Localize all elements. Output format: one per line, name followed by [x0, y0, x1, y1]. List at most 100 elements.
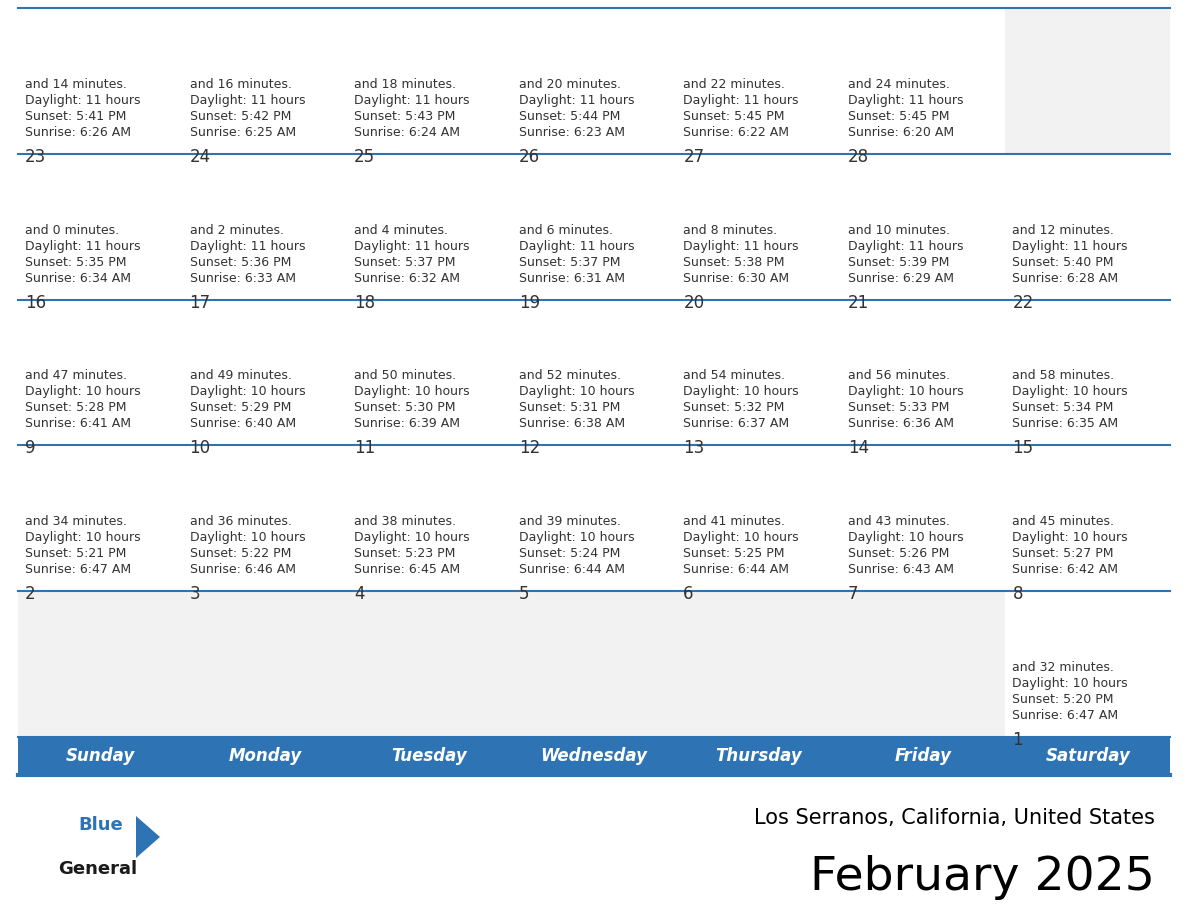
Text: and 56 minutes.: and 56 minutes. [848, 369, 950, 383]
Text: and 24 minutes.: and 24 minutes. [848, 78, 949, 91]
Text: Sunset: 5:23 PM: Sunset: 5:23 PM [354, 547, 455, 560]
Text: 27: 27 [683, 148, 704, 166]
Text: 3: 3 [190, 585, 201, 603]
Text: Los Serranos, California, United States: Los Serranos, California, United States [754, 808, 1155, 828]
Text: and 16 minutes.: and 16 minutes. [190, 78, 291, 91]
Text: and 20 minutes.: and 20 minutes. [519, 78, 620, 91]
Text: 10: 10 [190, 440, 210, 457]
Text: Sunrise: 6:41 AM: Sunrise: 6:41 AM [25, 418, 131, 431]
Text: 18: 18 [354, 294, 375, 311]
Text: 2: 2 [25, 585, 36, 603]
Text: Sunset: 5:30 PM: Sunset: 5:30 PM [354, 401, 456, 414]
Bar [18, 445, 1170, 591]
Text: Sunrise: 6:36 AM: Sunrise: 6:36 AM [848, 418, 954, 431]
Text: Daylight: 11 hours: Daylight: 11 hours [190, 94, 305, 106]
Bar [1005, 591, 1170, 737]
Text: 23: 23 [25, 148, 46, 166]
Text: Sunset: 5:22 PM: Sunset: 5:22 PM [190, 547, 291, 560]
Text: 19: 19 [519, 294, 539, 311]
Text: Sunrise: 6:45 AM: Sunrise: 6:45 AM [354, 564, 460, 577]
Text: Sunset: 5:42 PM: Sunset: 5:42 PM [190, 110, 291, 123]
Bar [183, 299, 347, 445]
Text: Daylight: 10 hours: Daylight: 10 hours [848, 532, 963, 544]
Text: 21: 21 [848, 294, 870, 311]
Text: Daylight: 10 hours: Daylight: 10 hours [683, 532, 798, 544]
Polygon shape [135, 816, 160, 858]
Text: Sunrise: 6:34 AM: Sunrise: 6:34 AM [25, 272, 131, 285]
Text: Daylight: 11 hours: Daylight: 11 hours [683, 240, 798, 252]
Text: Thursday: Thursday [715, 747, 802, 765]
Text: Daylight: 11 hours: Daylight: 11 hours [354, 240, 469, 252]
Text: and 49 minutes.: and 49 minutes. [190, 369, 291, 383]
Text: and 36 minutes.: and 36 minutes. [190, 515, 291, 528]
Text: Sunset: 5:45 PM: Sunset: 5:45 PM [683, 110, 785, 123]
Bar [347, 445, 512, 591]
Text: Sunrise: 6:44 AM: Sunrise: 6:44 AM [683, 564, 789, 577]
Text: Sunset: 5:44 PM: Sunset: 5:44 PM [519, 110, 620, 123]
Text: Sunrise: 6:46 AM: Sunrise: 6:46 AM [190, 564, 296, 577]
Text: Sunset: 5:29 PM: Sunset: 5:29 PM [190, 401, 291, 414]
Text: Daylight: 11 hours: Daylight: 11 hours [25, 240, 140, 252]
Text: and 58 minutes.: and 58 minutes. [1012, 369, 1114, 383]
Text: Daylight: 10 hours: Daylight: 10 hours [1012, 386, 1129, 398]
Text: Sunrise: 6:38 AM: Sunrise: 6:38 AM [519, 418, 625, 431]
Text: Daylight: 11 hours: Daylight: 11 hours [519, 94, 634, 106]
Bar [841, 8, 1005, 154]
Text: Sunrise: 6:20 AM: Sunrise: 6:20 AM [848, 126, 954, 139]
Text: Sunset: 5:39 PM: Sunset: 5:39 PM [848, 255, 949, 269]
Text: 14: 14 [848, 440, 868, 457]
Text: and 39 minutes.: and 39 minutes. [519, 515, 620, 528]
Text: 6: 6 [683, 585, 694, 603]
Text: Sunset: 5:25 PM: Sunset: 5:25 PM [683, 547, 785, 560]
Text: Daylight: 10 hours: Daylight: 10 hours [190, 386, 305, 398]
Text: Sunrise: 6:30 AM: Sunrise: 6:30 AM [683, 272, 789, 285]
Bar [18, 445, 183, 591]
Text: Sunset: 5:31 PM: Sunset: 5:31 PM [519, 401, 620, 414]
Text: and 54 minutes.: and 54 minutes. [683, 369, 785, 383]
Text: Sunset: 5:43 PM: Sunset: 5:43 PM [354, 110, 455, 123]
Text: Sunday: Sunday [65, 747, 135, 765]
Text: Sunset: 5:32 PM: Sunset: 5:32 PM [683, 401, 784, 414]
Text: Friday: Friday [895, 747, 952, 765]
Text: February 2025: February 2025 [810, 855, 1155, 900]
Text: Tuesday: Tuesday [392, 747, 467, 765]
Text: Wednesday: Wednesday [541, 747, 647, 765]
Bar [347, 8, 512, 154]
Text: and 10 minutes.: and 10 minutes. [848, 224, 950, 237]
Bar [183, 8, 347, 154]
Text: Sunrise: 6:32 AM: Sunrise: 6:32 AM [354, 272, 460, 285]
Text: Sunset: 5:38 PM: Sunset: 5:38 PM [683, 255, 785, 269]
Bar [676, 154, 841, 299]
Text: Sunset: 5:40 PM: Sunset: 5:40 PM [1012, 255, 1114, 269]
Text: 24: 24 [190, 148, 210, 166]
Text: Daylight: 10 hours: Daylight: 10 hours [190, 532, 305, 544]
Bar [183, 445, 347, 591]
Text: 20: 20 [683, 294, 704, 311]
Text: 7: 7 [848, 585, 859, 603]
Text: and 45 minutes.: and 45 minutes. [1012, 515, 1114, 528]
Text: Sunset: 5:36 PM: Sunset: 5:36 PM [190, 255, 291, 269]
Text: Blue: Blue [78, 816, 122, 834]
Text: Sunrise: 6:29 AM: Sunrise: 6:29 AM [848, 272, 954, 285]
Text: Monday: Monday [228, 747, 302, 765]
Text: Daylight: 10 hours: Daylight: 10 hours [848, 386, 963, 398]
Text: Sunrise: 6:39 AM: Sunrise: 6:39 AM [354, 418, 460, 431]
Bar [18, 299, 1170, 445]
Text: Sunrise: 6:37 AM: Sunrise: 6:37 AM [683, 418, 789, 431]
Text: 11: 11 [354, 440, 375, 457]
Text: Sunrise: 6:35 AM: Sunrise: 6:35 AM [1012, 418, 1119, 431]
Text: Sunset: 5:21 PM: Sunset: 5:21 PM [25, 547, 126, 560]
Text: Sunrise: 6:24 AM: Sunrise: 6:24 AM [354, 126, 460, 139]
Text: and 34 minutes.: and 34 minutes. [25, 515, 127, 528]
Text: Sunrise: 6:47 AM: Sunrise: 6:47 AM [25, 564, 131, 577]
Text: Sunset: 5:34 PM: Sunset: 5:34 PM [1012, 401, 1114, 414]
Text: Sunset: 5:27 PM: Sunset: 5:27 PM [1012, 547, 1114, 560]
Bar [676, 8, 841, 154]
Bar [676, 445, 841, 591]
Text: Sunrise: 6:43 AM: Sunrise: 6:43 AM [848, 564, 954, 577]
Bar [512, 8, 676, 154]
Text: Sunset: 5:33 PM: Sunset: 5:33 PM [848, 401, 949, 414]
Bar [347, 154, 512, 299]
Text: and 41 minutes.: and 41 minutes. [683, 515, 785, 528]
Bar [18, 299, 183, 445]
